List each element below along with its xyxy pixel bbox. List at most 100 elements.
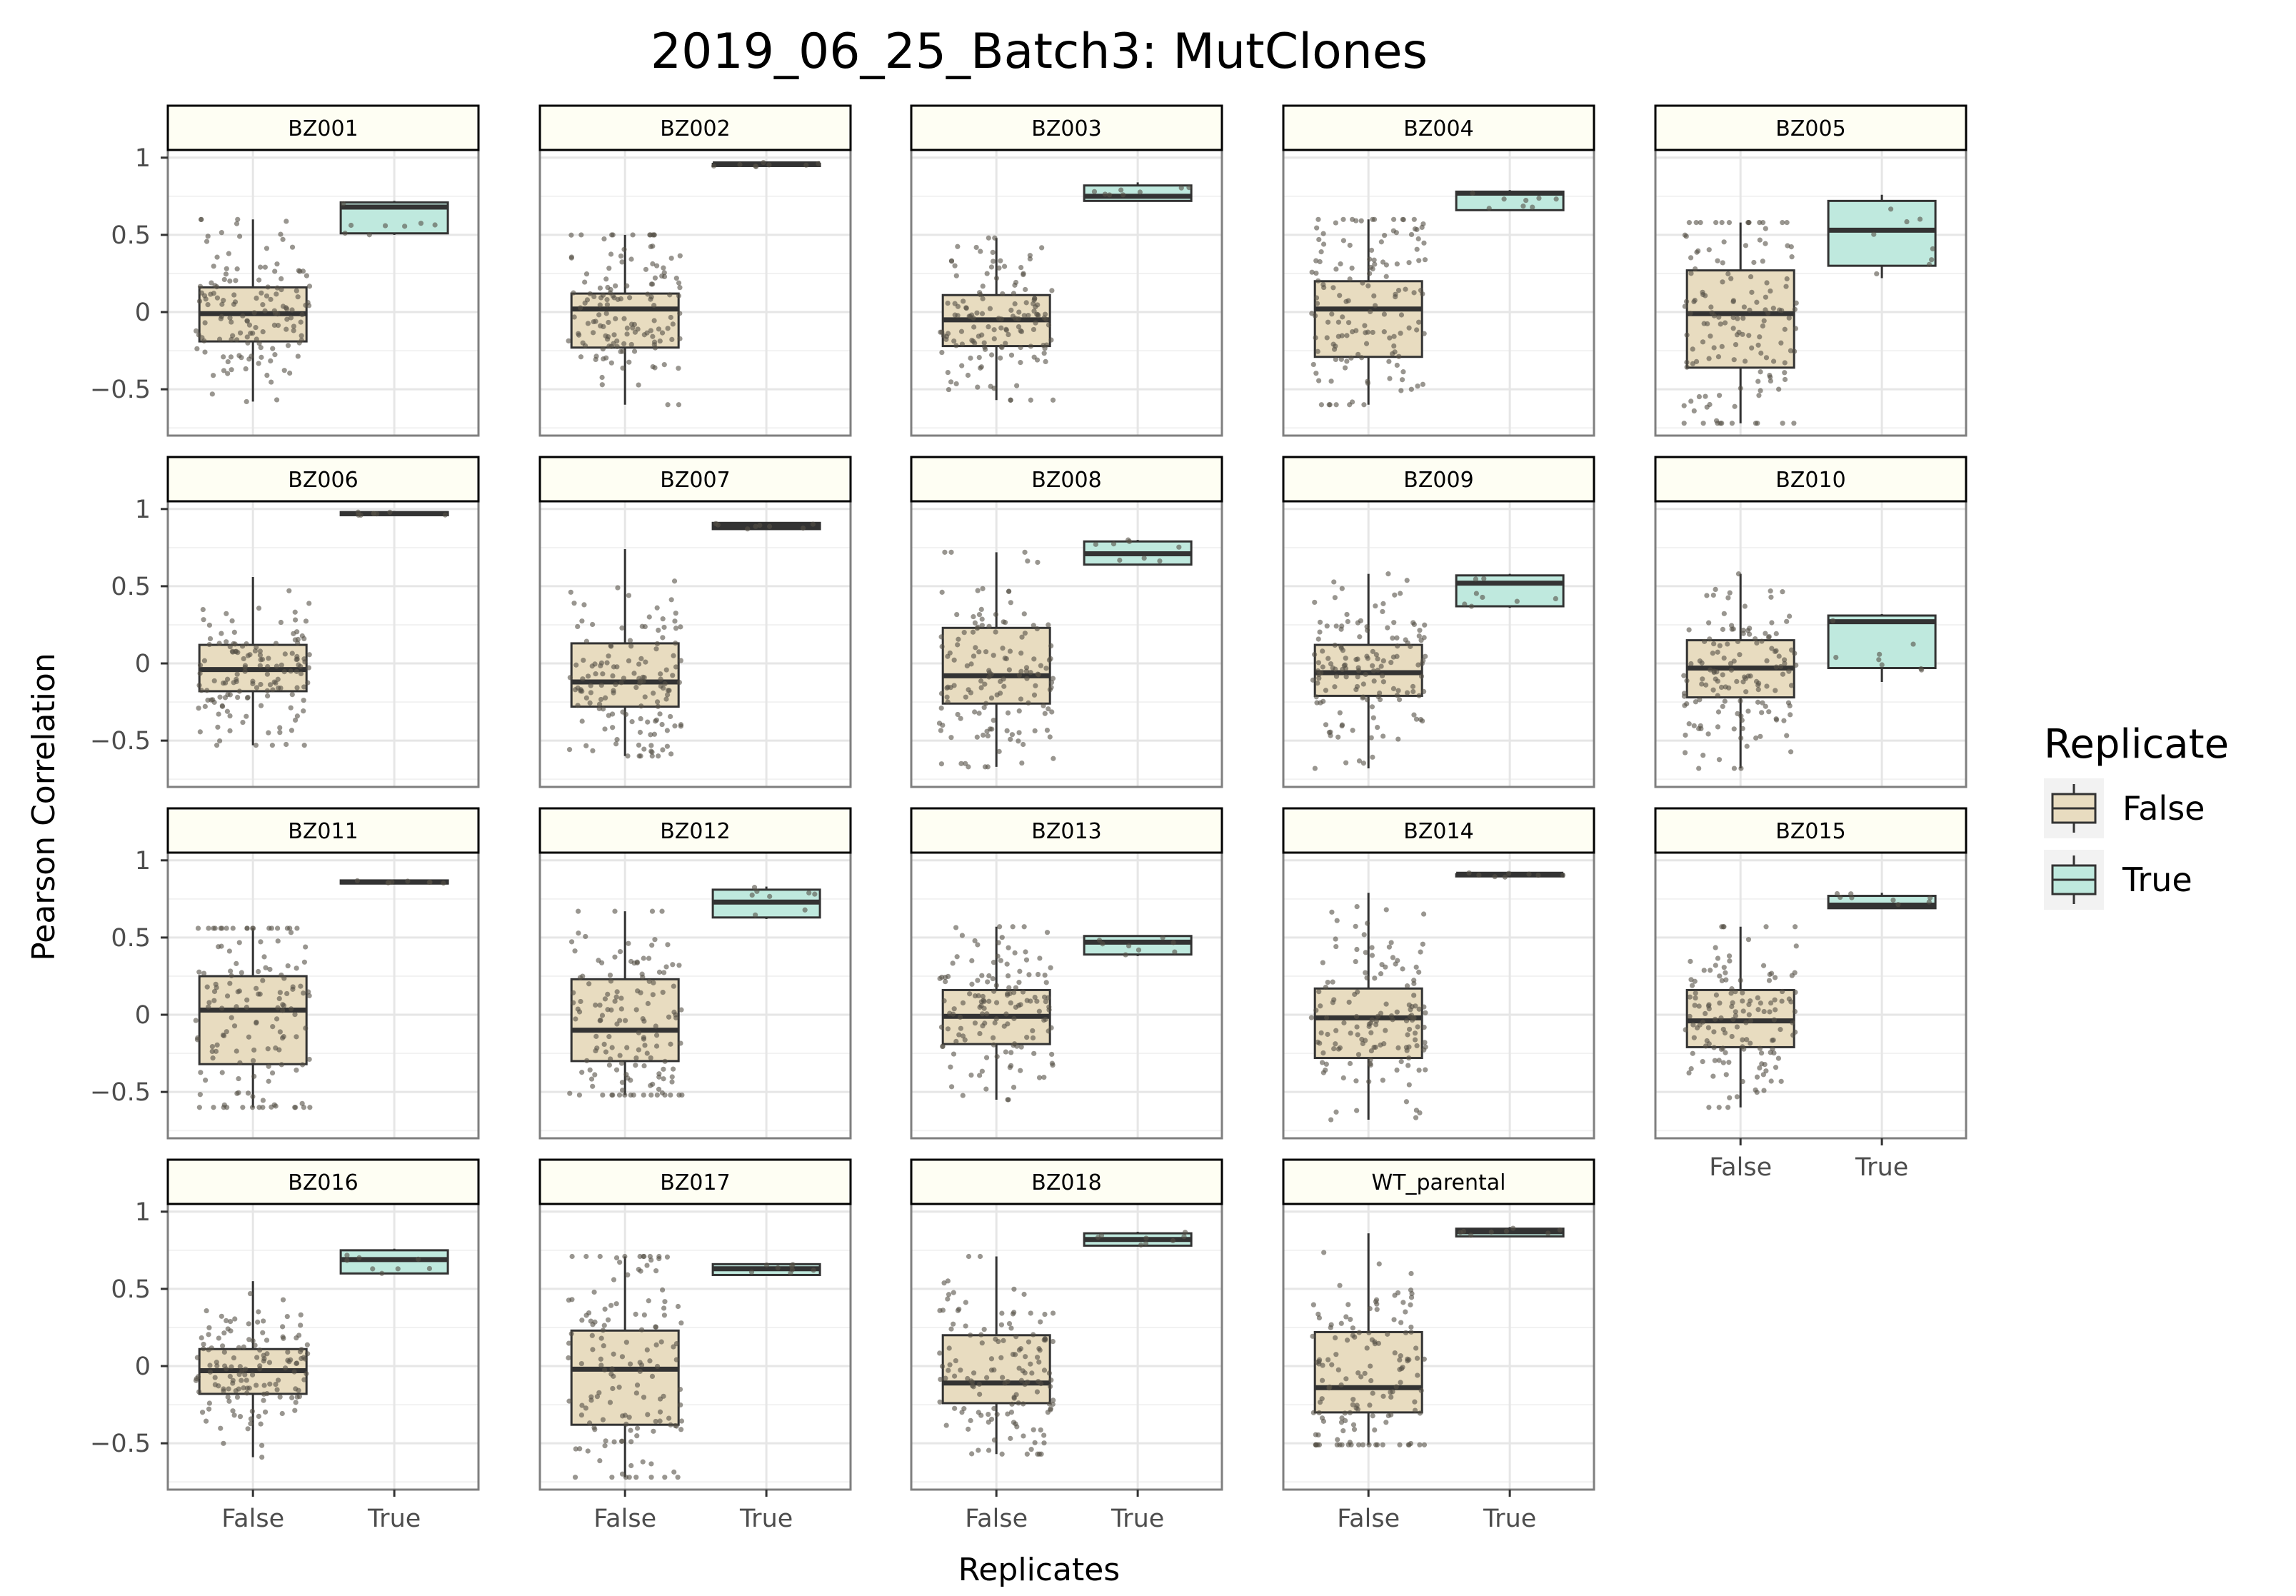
data-point	[1754, 299, 1760, 305]
data-point	[1316, 236, 1322, 243]
data-point	[656, 1086, 662, 1092]
data-point	[641, 955, 646, 961]
data-point	[1333, 402, 1339, 408]
data-point	[206, 1400, 212, 1406]
data-point	[1688, 398, 1694, 404]
data-point	[1035, 559, 1041, 566]
data-point	[1172, 949, 1178, 955]
data-point	[1355, 674, 1360, 680]
data-point	[1013, 279, 1019, 286]
data-point	[1031, 1050, 1037, 1056]
data-point	[1048, 965, 1053, 970]
data-point	[1682, 750, 1688, 756]
data-point	[1777, 307, 1783, 313]
data-point	[940, 1043, 946, 1050]
data-point	[1143, 1240, 1149, 1247]
data-point	[1743, 689, 1749, 695]
data-point	[1353, 923, 1358, 929]
data-point	[278, 231, 284, 237]
facet-panel: BZ001−0.500.51	[90, 104, 480, 437]
data-point	[260, 328, 266, 335]
data-point	[1398, 591, 1403, 596]
data-point	[613, 741, 619, 747]
data-point	[196, 1105, 202, 1110]
data-point	[1502, 874, 1508, 880]
data-point	[1693, 220, 1699, 226]
data-point	[216, 1383, 221, 1389]
data-point	[590, 621, 596, 628]
data-point	[1354, 903, 1360, 910]
facet-strip-label: BZ004	[1403, 116, 1473, 141]
data-point	[231, 292, 237, 298]
data-point	[285, 1349, 291, 1355]
data-point	[668, 314, 673, 321]
data-point	[292, 1012, 298, 1018]
data-point	[247, 1290, 254, 1297]
data-point	[1016, 309, 1022, 315]
data-point	[673, 276, 679, 281]
data-point	[1390, 636, 1395, 641]
data-point	[1733, 1013, 1738, 1019]
data-point	[1723, 1072, 1729, 1078]
data-point	[1176, 544, 1182, 550]
data-point	[602, 1443, 608, 1449]
data-point	[1408, 1288, 1414, 1293]
data-point	[1416, 969, 1422, 975]
data-point	[1758, 1050, 1765, 1056]
data-point	[1849, 895, 1855, 900]
data-point	[1778, 1078, 1784, 1084]
data-point	[231, 1355, 237, 1361]
data-point	[228, 1328, 234, 1334]
data-point	[1383, 262, 1389, 268]
facet-panel: BZ009	[1282, 456, 1595, 788]
data-point	[1890, 897, 1896, 903]
data-point	[965, 1375, 971, 1382]
data-point	[242, 1372, 248, 1377]
data-point	[216, 1335, 221, 1341]
data-point	[656, 1071, 662, 1077]
data-point	[946, 1367, 951, 1373]
data-point	[953, 925, 959, 930]
data-point	[1093, 541, 1098, 547]
data-point	[650, 261, 656, 267]
data-point	[974, 734, 980, 740]
data-point	[1783, 283, 1789, 289]
data-point	[1735, 571, 1742, 577]
data-point	[1332, 595, 1338, 601]
data-point	[1016, 1365, 1022, 1371]
data-point	[1775, 1055, 1782, 1061]
data-point	[232, 641, 238, 647]
data-point	[1373, 603, 1378, 609]
data-point	[1324, 335, 1330, 341]
data-point	[246, 1385, 252, 1391]
data-point	[1772, 997, 1778, 1003]
data-point	[660, 635, 666, 641]
data-point	[281, 368, 287, 373]
data-point	[234, 671, 240, 677]
data-point	[251, 1047, 257, 1053]
data-point	[607, 1400, 613, 1405]
data-point	[1123, 952, 1128, 958]
data-point	[576, 1009, 583, 1015]
data-point	[1394, 261, 1400, 267]
data-point	[953, 381, 959, 387]
data-point	[1362, 1370, 1368, 1376]
data-point	[1354, 1108, 1360, 1113]
data-point	[677, 253, 683, 259]
data-point	[621, 246, 627, 252]
data-point	[211, 1105, 216, 1110]
data-point	[275, 323, 281, 328]
data-point	[984, 271, 990, 276]
data-point	[984, 1375, 990, 1380]
data-point	[671, 1066, 676, 1072]
data-point	[356, 512, 361, 518]
data-point	[1738, 386, 1743, 391]
data-point	[1786, 315, 1792, 321]
data-point	[800, 525, 806, 531]
data-point	[637, 1368, 643, 1375]
data-point	[662, 1092, 668, 1098]
data-point	[968, 1332, 973, 1338]
data-point	[666, 1014, 672, 1020]
data-point	[1760, 323, 1765, 329]
data-point	[978, 606, 984, 613]
